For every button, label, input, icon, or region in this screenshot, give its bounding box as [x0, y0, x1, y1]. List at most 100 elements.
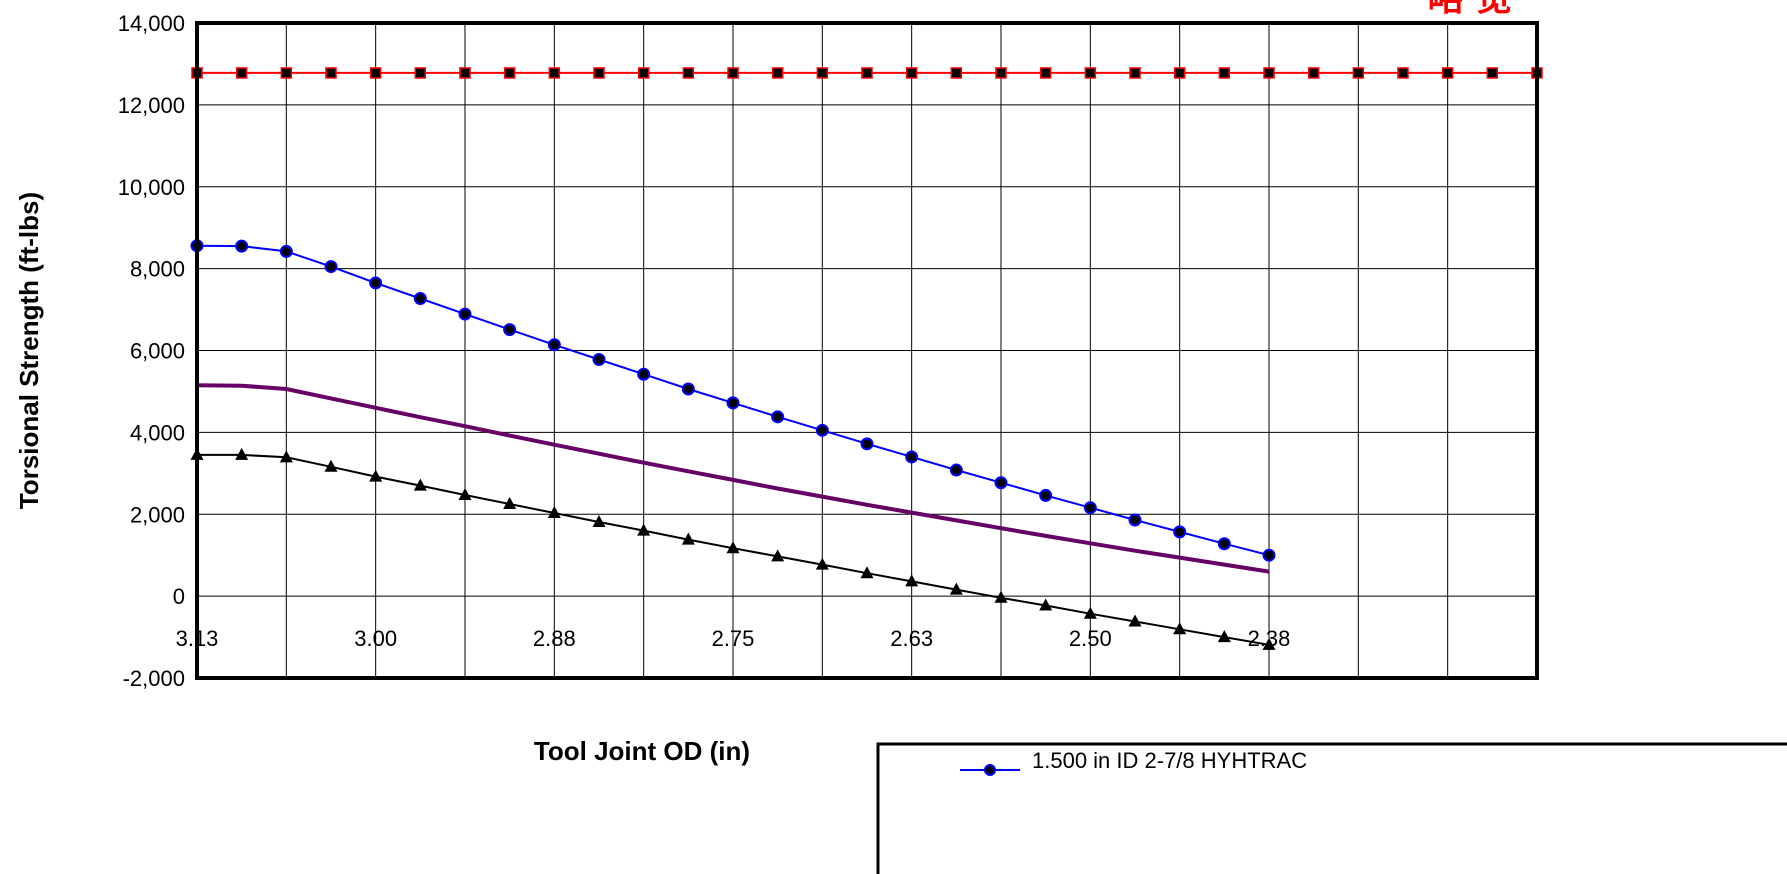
- data-point: [369, 67, 382, 79]
- data-point: [1263, 67, 1275, 79]
- data-point: [592, 515, 606, 528]
- series-1: [190, 239, 1276, 562]
- y-tick-label: 12,000: [118, 93, 185, 118]
- y-tick-label: 4,000: [130, 420, 185, 445]
- series-0: [191, 67, 1543, 79]
- legend: 1.500 in ID 2-7/8 HYHTRAC: [876, 742, 1787, 874]
- data-point: [1173, 622, 1187, 635]
- y-tick-label: 8,000: [130, 257, 185, 282]
- data-point: [1173, 67, 1186, 79]
- x-tick-label: 2.38: [1248, 626, 1291, 651]
- data-point: [548, 67, 561, 79]
- data-point: [860, 437, 874, 451]
- data-point: [1129, 67, 1141, 79]
- y-tick-label: 6,000: [130, 339, 185, 364]
- data-point: [1352, 67, 1365, 79]
- data-point: [771, 410, 785, 424]
- data-point: [771, 67, 784, 79]
- data-point: [1217, 630, 1231, 643]
- data-point: [324, 459, 338, 472]
- data-point: [994, 476, 1008, 490]
- data-point: [503, 323, 517, 337]
- data-point: [324, 260, 338, 274]
- data-point: [280, 67, 293, 79]
- data-point: [949, 463, 963, 477]
- data-point: [547, 506, 561, 519]
- data-point: [816, 67, 829, 79]
- legend-marker: [984, 764, 996, 776]
- y-axis-title: Torsional Strength (ft-lbs): [14, 192, 44, 509]
- data-point: [726, 396, 740, 410]
- data-point: [1039, 488, 1053, 502]
- series-layer: [190, 67, 1543, 650]
- data-point: [682, 67, 695, 79]
- x-tick-label: 3.13: [176, 626, 219, 651]
- data-point: [235, 239, 249, 253]
- data-point: [1083, 606, 1097, 619]
- data-point: [815, 423, 829, 437]
- data-point: [1307, 67, 1320, 79]
- x-tick-label: 3.00: [354, 626, 397, 651]
- data-point: [459, 67, 471, 79]
- data-point: [637, 367, 651, 381]
- data-point: [1217, 537, 1231, 551]
- data-point: [235, 447, 249, 460]
- y-tick-label: -2,000: [123, 666, 185, 691]
- y-tick-label: 0: [173, 584, 185, 609]
- plot-frame: [195, 21, 1539, 680]
- data-point: [413, 292, 427, 306]
- data-point: [905, 574, 919, 587]
- data-point: [1128, 614, 1142, 627]
- data-point: [325, 67, 337, 79]
- data-point: [1083, 501, 1097, 515]
- data-point: [905, 450, 919, 464]
- data-point: [681, 532, 695, 545]
- data-point: [1486, 67, 1499, 79]
- data-point: [637, 67, 650, 79]
- data-point: [727, 67, 739, 79]
- data-point: [1441, 67, 1454, 79]
- data-point: [1039, 67, 1052, 79]
- data-point: [547, 338, 561, 352]
- data-point: [637, 523, 651, 536]
- data-point: [1128, 513, 1142, 527]
- corner-label: 略 览: [1427, 0, 1512, 19]
- data-point: [458, 307, 472, 321]
- data-point: [950, 67, 963, 79]
- data-point: [1039, 598, 1053, 611]
- data-point: [681, 382, 695, 396]
- x-tick-label: 2.50: [1069, 626, 1112, 651]
- series-3: [190, 447, 1276, 650]
- x-tick-label: 2.63: [890, 626, 933, 651]
- grid-lines: [196, 22, 1538, 679]
- y-tick-label: 10,000: [118, 175, 185, 200]
- data-point: [369, 276, 383, 290]
- data-point: [1262, 637, 1276, 650]
- data-point: [995, 67, 1007, 79]
- data-point: [994, 590, 1008, 603]
- data-point: [458, 488, 472, 501]
- data-point: [1397, 67, 1409, 79]
- data-point: [369, 469, 383, 482]
- x-tick-label: 2.88: [533, 626, 576, 651]
- data-point: [413, 478, 427, 491]
- series-line: [196, 383, 1270, 574]
- data-point: [592, 353, 606, 367]
- data-point: [593, 67, 605, 79]
- data-point: [503, 497, 517, 510]
- legend-entries: 1.500 in ID 2-7/8 HYHTRAC: [960, 748, 1307, 776]
- series-2: [196, 383, 1270, 574]
- data-point: [279, 244, 293, 258]
- data-point: [279, 450, 293, 463]
- data-point: [414, 67, 427, 79]
- data-point: [771, 549, 785, 562]
- data-point: [1262, 548, 1276, 562]
- x-tick-labels: 3.13 3.00 2.88 2.75 2.63 2.50 2.38: [176, 626, 1291, 651]
- y-tick-labels: 14,000 12,000 10,000 8,000 6,000 4,000 2,000 0 -…: [118, 11, 185, 691]
- data-point: [860, 566, 874, 579]
- data-point: [235, 67, 248, 79]
- legend-entry-label: 1.500 in ID 2-7/8 HYHTRAC: [1032, 748, 1307, 773]
- data-point: [1173, 525, 1187, 539]
- data-point: [1218, 67, 1231, 79]
